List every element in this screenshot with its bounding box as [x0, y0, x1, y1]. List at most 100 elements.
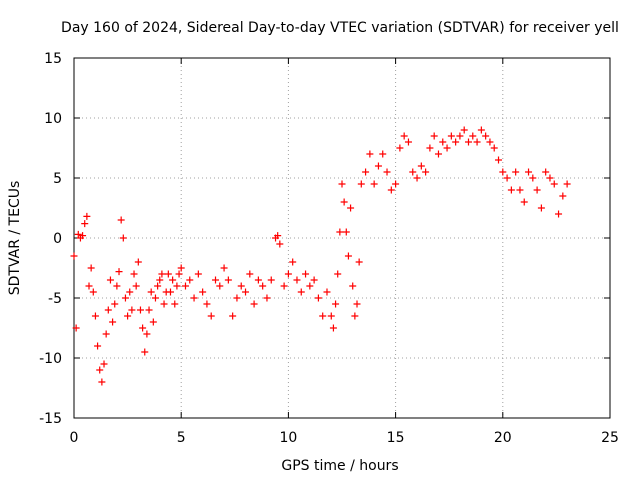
data-point: [130, 270, 138, 278]
data-point: [347, 204, 355, 212]
data-point: [422, 168, 430, 176]
data-point: [113, 282, 121, 290]
data-point: [344, 252, 352, 260]
data-point: [100, 360, 108, 368]
data-point: [306, 282, 314, 290]
data-point: [495, 156, 503, 164]
data-point: [91, 312, 99, 320]
data-point: [293, 276, 301, 284]
data-point: [355, 258, 363, 266]
data-point: [447, 132, 455, 140]
data-point: [259, 282, 267, 290]
data-point: [141, 348, 149, 356]
data-point: [181, 282, 189, 290]
data-point: [396, 144, 404, 152]
data-point: [404, 138, 412, 146]
data-point: [233, 294, 241, 302]
data-point: [134, 258, 142, 266]
x-tick-label: 25: [601, 430, 619, 446]
y-tick-label: -15: [39, 411, 62, 427]
data-point: [199, 288, 207, 296]
data-point: [186, 276, 194, 284]
data-point: [533, 186, 541, 194]
data-point: [160, 300, 168, 308]
data-point: [263, 294, 271, 302]
data-point: [503, 174, 511, 182]
data-point: [203, 300, 211, 308]
data-point: [383, 168, 391, 176]
data-point: [177, 264, 185, 272]
data-point: [156, 276, 164, 284]
data-point: [147, 288, 155, 296]
data-point: [98, 378, 106, 386]
data-point: [124, 312, 132, 320]
data-point: [370, 180, 378, 188]
x-tick-label: 0: [70, 430, 79, 446]
data-point: [72, 324, 80, 332]
data-point: [351, 312, 359, 320]
data-point: [70, 252, 78, 260]
x-tick-label: 10: [279, 430, 297, 446]
data-point: [158, 270, 166, 278]
data-point: [136, 306, 144, 314]
data-point: [302, 270, 310, 278]
data-point: [529, 174, 537, 182]
data-point: [452, 138, 460, 146]
data-point: [456, 132, 464, 140]
data-point: [310, 276, 318, 284]
y-tick-label: -10: [39, 351, 62, 367]
data-point: [342, 228, 350, 236]
data-point: [499, 168, 507, 176]
data-point: [132, 282, 140, 290]
data-point: [327, 312, 335, 320]
data-point: [374, 162, 382, 170]
data-point: [190, 294, 198, 302]
data-point: [139, 324, 147, 332]
data-point: [473, 138, 481, 146]
x-tick-label: 20: [494, 430, 512, 446]
data-point: [237, 282, 245, 290]
data-point: [121, 294, 129, 302]
data-point: [149, 318, 157, 326]
data-point: [537, 204, 545, 212]
data-point: [460, 126, 468, 134]
data-point: [145, 306, 153, 314]
data-point: [83, 212, 91, 220]
data-point: [267, 276, 275, 284]
data-point: [115, 268, 123, 276]
data-point: [164, 270, 172, 278]
data-point: [111, 300, 119, 308]
data-point: [362, 168, 370, 176]
data-point: [250, 300, 258, 308]
data-point: [417, 162, 425, 170]
data-point: [434, 150, 442, 158]
data-point: [207, 312, 215, 320]
y-tick-label: 5: [53, 171, 62, 187]
data-point: [520, 198, 528, 206]
y-tick-labels: -15 -10 -5 0 5 10 15: [39, 51, 62, 427]
data-point: [516, 186, 524, 194]
data-point: [96, 366, 104, 374]
y-tick-label: 10: [44, 111, 62, 127]
data-point: [194, 270, 202, 278]
data-point: [151, 294, 159, 302]
data-point: [117, 216, 125, 224]
data-point: [340, 198, 348, 206]
data-point: [89, 288, 97, 296]
data-point: [173, 282, 181, 290]
data-point: [169, 276, 177, 284]
data-point: [387, 186, 395, 194]
data-point: [525, 168, 533, 176]
data-point: [119, 234, 127, 242]
data-point: [319, 312, 327, 320]
data-point: [87, 264, 95, 272]
data-point: [559, 192, 567, 200]
data-point: [280, 282, 288, 290]
y-axis-label: SDTVAR / TECUs: [7, 181, 23, 296]
data-point: [126, 288, 134, 296]
data-point: [106, 276, 114, 284]
data-point: [357, 180, 365, 188]
data-point: [469, 132, 477, 140]
data-point: [464, 138, 472, 146]
data-point: [224, 276, 232, 284]
